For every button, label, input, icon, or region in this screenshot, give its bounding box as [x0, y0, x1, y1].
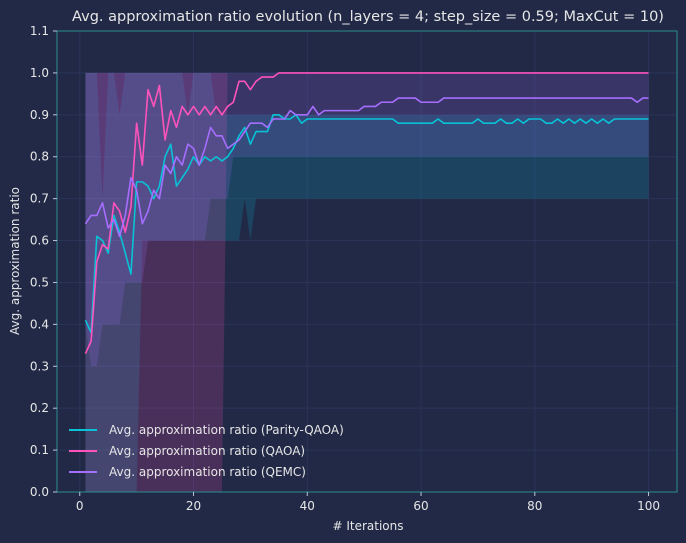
chart-title: Avg. approximation ratio evolution (n_la…	[72, 9, 664, 25]
legend-entry-1: Avg. approximation ratio (QAOA)	[69, 444, 305, 458]
y-tick-label: 0.4	[30, 317, 49, 331]
x-tick-label: 20	[186, 499, 201, 513]
series-lines	[84, 72, 649, 355]
x-tick-label: 100	[637, 499, 660, 513]
plot-frame	[56, 30, 678, 493]
x-tick-label: 0	[76, 499, 84, 513]
x-tick-label: 60	[413, 499, 428, 513]
y-tick-label: 0.8	[30, 150, 49, 164]
legend: Avg. approximation ratio (Parity-QAOA) Av…	[69, 423, 344, 479]
series-line-0	[84, 114, 649, 334]
y-tick-label: 0.9	[30, 108, 49, 122]
series-band-0	[85, 72, 649, 492]
legend-entry-0: Avg. approximation ratio (Parity-QAOA)	[69, 423, 344, 437]
y-tick-label: 0.5	[30, 275, 49, 289]
x-tick-label: 80	[527, 499, 542, 513]
legend-label: Avg. approximation ratio (Parity-QAOA)	[109, 423, 344, 437]
series-line-2	[84, 97, 649, 238]
y-tick-label: 0.3	[30, 359, 49, 373]
x-tick-label: 40	[300, 499, 315, 513]
x-axis-label: # Iterations	[332, 519, 403, 533]
plot-area	[56, 30, 678, 493]
series-line-1	[84, 72, 649, 355]
y-tick-label: 0.1	[30, 443, 49, 457]
x-axis-ticks: 0 20 40 60 80 100	[76, 492, 660, 513]
plot-background	[57, 31, 677, 492]
legend-entry-2: Avg. approximation ratio (QEMC)	[69, 465, 306, 479]
y-tick-label: 1.1	[30, 24, 49, 38]
y-tick-label: 0.7	[30, 192, 49, 206]
y-tick-label: 1.0	[30, 66, 49, 80]
legend-label: Avg. approximation ratio (QAOA)	[109, 444, 305, 458]
y-axis-label: Avg. approximation ratio	[8, 187, 22, 335]
y-tick-label: 0.0	[30, 485, 49, 499]
series-band-1	[85, 72, 649, 492]
y-tick-label: 0.2	[30, 401, 49, 415]
y-tick-label: 0.6	[30, 234, 49, 248]
legend-label: Avg. approximation ratio (QEMC)	[109, 465, 306, 479]
y-axis-ticks: 0.0 0.1 0.2 0.3 0.4 0.5 0.6 0.7 0.8 0.9 1.0 1.1	[30, 24, 57, 499]
